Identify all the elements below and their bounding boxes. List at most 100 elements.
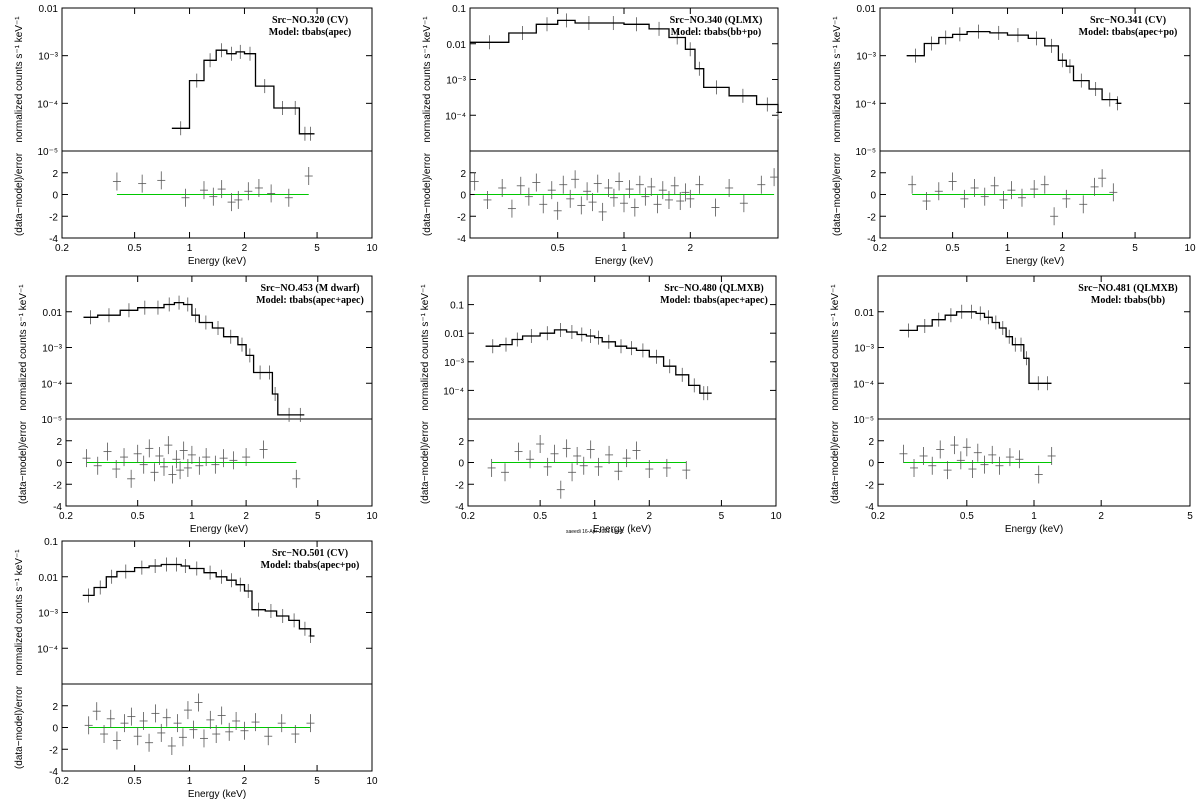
y-tick-label: 10⁻⁵ (853, 415, 874, 426)
panel-model: Model: tbabs(apec+apec) (256, 295, 364, 306)
y-tick-label: 10⁻⁵ (855, 147, 876, 158)
x-tick-label: 10 (366, 511, 378, 522)
x-axis-label: Energy (keV) (188, 789, 246, 800)
residual-y-tick-label: 0 (52, 191, 58, 202)
x-tick-label: 0.5 (960, 511, 974, 522)
residual-y-tick-label: 0 (460, 191, 466, 202)
residual-y-tick-label: -2 (867, 212, 876, 223)
x-tick-label: 1 (592, 511, 598, 522)
residual-axis-label: (data−model)/error (832, 152, 843, 236)
y-tick-label: 0.1 (450, 301, 464, 312)
y-tick-label: 10⁻⁴ (37, 99, 58, 110)
x-axis-label: Energy (keV) (595, 256, 653, 267)
x-axis-label: Energy (keV) (188, 256, 246, 267)
x-tick-label: 2 (647, 511, 653, 522)
model-line (171, 49, 315, 135)
x-tick-label: 0.2 (59, 511, 73, 522)
x-tick-label: 2 (243, 511, 249, 522)
x-tick-label: 1 (187, 776, 193, 787)
y-tick-label: 0.01 (39, 573, 59, 584)
residual-y-tick-label: 2 (56, 437, 62, 448)
residual-axis-label: (data−model)/error (18, 420, 29, 504)
x-tick-label: 1 (1031, 511, 1037, 522)
x-tick-label: 0.2 (55, 243, 69, 254)
residual-y-tick-label: -2 (457, 212, 466, 223)
x-tick-label: 2 (1098, 511, 1104, 522)
spectrum-panel-2: 10⁻⁴ 10⁻³ 0.01 0.1 -4 -2 0 2 0.5 1 2 Energy (keV) no… (422, 4, 782, 267)
model-line (470, 19, 782, 114)
y-axis-label: normalized counts s⁻¹ keV⁻¹ (422, 16, 433, 143)
x-tick-label: 1 (1005, 243, 1011, 254)
y-tick-label: 10⁻⁴ (855, 99, 876, 110)
y-tick-label: 10⁻³ (446, 76, 466, 87)
y-axis-label: normalized counts s⁻¹ keV⁻¹ (14, 549, 25, 676)
x-tick-label: 0.2 (461, 511, 475, 522)
panel-title: Src−NO.320 (CV) (272, 15, 348, 26)
timestamp-stamp: saeedi 16-Apr-2021 18:42 (566, 529, 624, 535)
residual-y-tick-label: 0 (870, 191, 876, 202)
x-tick-label: 10 (1184, 243, 1196, 254)
x-tick-label: 10 (770, 511, 782, 522)
y-tick-label: 0.01 (39, 4, 59, 15)
residual-y-tick-label: -4 (457, 234, 466, 245)
x-tick-label: 2 (242, 243, 248, 254)
residual-axis-label: (data−model)/error (830, 420, 841, 504)
y-tick-label: 0.01 (445, 329, 465, 340)
panel-model: Model: tbabs(apec+apec) (660, 295, 768, 306)
panel-title: Src−NO.453 (M dwarf) (260, 283, 359, 294)
model-line (906, 30, 1122, 104)
x-tick-label: 1 (621, 243, 627, 254)
x-tick-label: 1 (187, 243, 193, 254)
spectrum-panel-7: 10⁻⁴ 10⁻³ 0.01 0.1 -4 -2 0 2 0.2 0.5 1 2 5 10 Energy (… (14, 537, 378, 800)
residual-axis-label: (data−model)/error (14, 685, 25, 769)
residual-y-tick-label: -4 (49, 234, 58, 245)
x-tick-label: 0.5 (533, 511, 547, 522)
x-tick-label: 10 (366, 243, 378, 254)
residual-y-tick-label: 2 (52, 169, 58, 180)
residual-y-tick-label: 0 (56, 459, 62, 470)
panel-title: Src−NO.481 (QLMXB) (1078, 283, 1177, 294)
x-tick-label: 0.5 (128, 776, 142, 787)
residual-y-tick-label: -2 (49, 745, 58, 756)
residual-y-tick-label: 2 (870, 169, 876, 180)
x-tick-label: 0.5 (946, 243, 960, 254)
x-tick-label: 0.2 (871, 511, 885, 522)
x-tick-label: 0.2 (873, 243, 887, 254)
spectrum-panel-5: 10⁻⁴ 10⁻³ 0.01 0.1 -4 -2 0 2 0.2 0.5 1 2 5 10 Energy (… (420, 275, 782, 535)
model-line (899, 311, 1052, 384)
model-line (83, 301, 305, 416)
residual-y-tick-label: 2 (52, 702, 58, 713)
x-tick-label: 2 (1060, 243, 1066, 254)
y-tick-label: 0.1 (44, 537, 58, 548)
x-tick-label: 0.5 (551, 243, 565, 254)
x-tick-label: 5 (315, 511, 321, 522)
x-tick-label: 0.5 (128, 243, 142, 254)
x-tick-label: 2 (688, 243, 694, 254)
y-tick-label: 10⁻⁴ (443, 386, 464, 397)
x-axis-label: Energy (keV) (593, 524, 651, 535)
x-tick-label: 10 (366, 776, 378, 787)
y-tick-label: 10⁻⁴ (37, 644, 58, 655)
x-axis-label: Energy (keV) (190, 524, 248, 535)
y-axis-label: normalized counts s⁻¹ keV⁻¹ (832, 16, 843, 143)
panel-model: Model: tbabs(apec+po) (261, 560, 360, 571)
residual-axis-label: (data−model)/error (420, 420, 431, 504)
residual-y-tick-label: 0 (868, 459, 874, 470)
y-tick-label: 10⁻³ (444, 358, 464, 369)
residual-y-tick-label: -2 (455, 480, 464, 491)
y-axis-label: normalized counts s⁻¹ keV⁻¹ (14, 16, 25, 143)
x-tick-label: 0.5 (131, 511, 145, 522)
panel-model: Model: tbabs(bb+po) (671, 27, 761, 38)
y-tick-label: 10⁻³ (856, 52, 876, 63)
y-tick-label: 10⁻³ (854, 344, 874, 355)
y-tick-label: 0.01 (43, 308, 63, 319)
x-tick-label: 5 (1132, 243, 1138, 254)
panel-title: Src−NO.480 (QLMXB) (664, 283, 763, 294)
residual-y-tick-label: 2 (868, 437, 874, 448)
y-tick-label: 0.1 (452, 4, 466, 15)
residual-y-tick-label: -4 (53, 502, 62, 513)
x-axis-label: Energy (keV) (1006, 256, 1064, 267)
residual-y-tick-label: -2 (49, 212, 58, 223)
